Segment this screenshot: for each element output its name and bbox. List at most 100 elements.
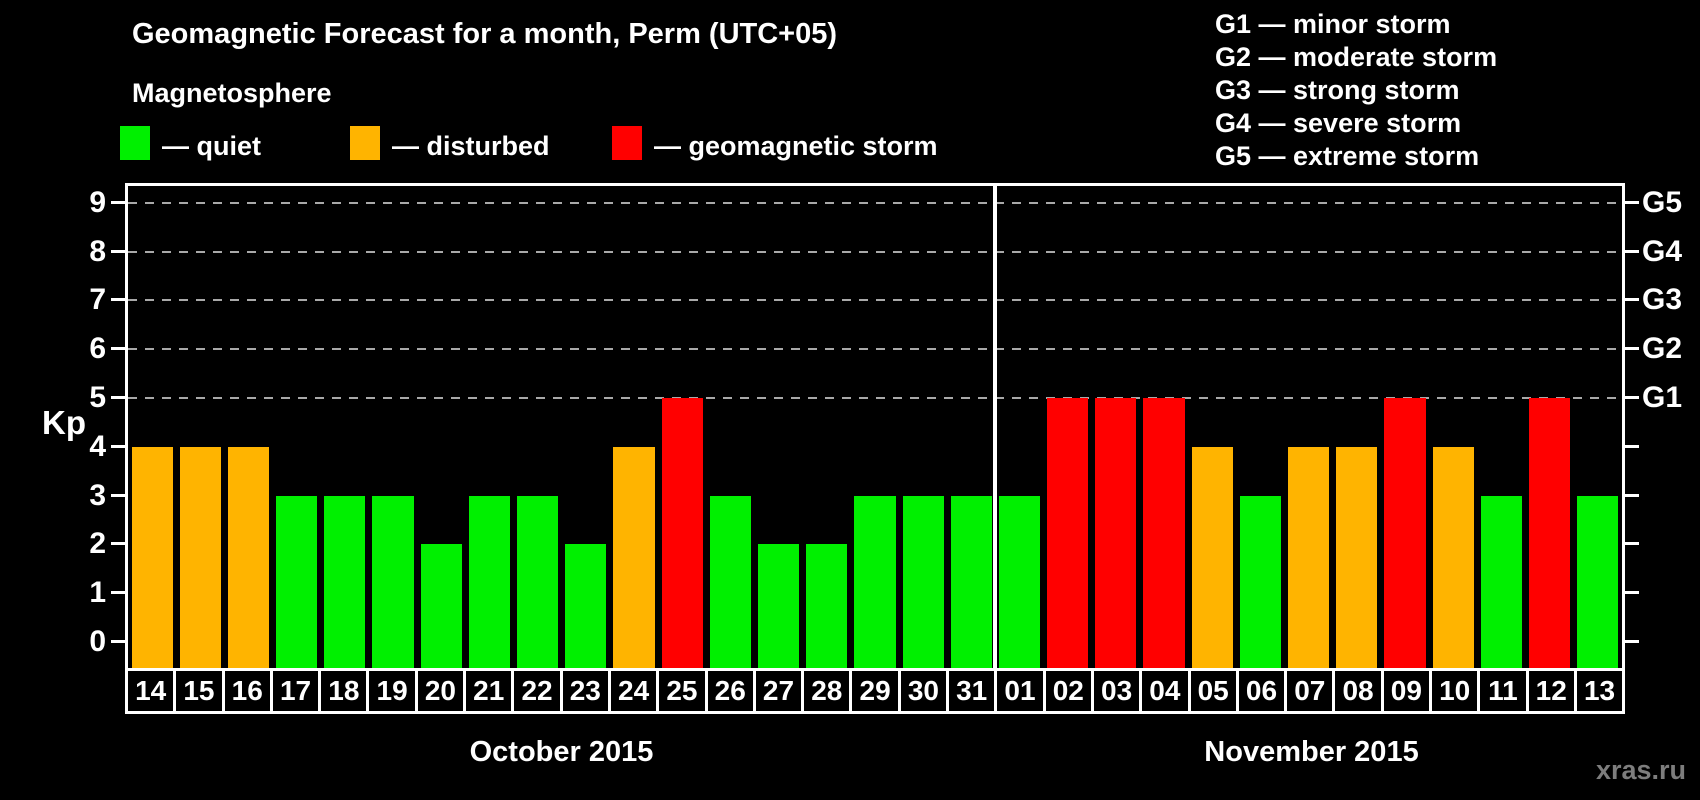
kp-bar-nov-04 xyxy=(1143,398,1185,668)
day-label-nov-01: 01 xyxy=(997,668,1046,714)
storm-color-swatch xyxy=(612,126,642,160)
month-label-october: October 2015 xyxy=(469,736,654,768)
day-label-oct-14: 14 xyxy=(125,668,177,714)
bar-slot xyxy=(465,186,513,668)
bar-slot xyxy=(1429,186,1477,668)
kp-bar-oct-27 xyxy=(757,544,800,668)
day-label-oct-23: 23 xyxy=(562,668,611,714)
bar-slot xyxy=(1236,186,1284,668)
kp-bar-oct-14 xyxy=(131,446,173,668)
y-axis-tick-7 xyxy=(111,298,125,302)
kp-bar-nov-05 xyxy=(1191,446,1233,668)
bar-slot xyxy=(658,186,706,668)
right-axis-tick-8 xyxy=(1625,249,1639,253)
kp-bar-oct-19 xyxy=(372,495,414,668)
quiet-color-swatch xyxy=(120,126,150,160)
y-axis-label-5: 5 xyxy=(89,381,106,414)
right-axis-tick-5 xyxy=(1625,396,1639,399)
y-axis-tick-4 xyxy=(111,444,125,448)
kp-bar-oct-22 xyxy=(517,495,559,668)
kp-bar-nov-03 xyxy=(1095,398,1137,668)
y-axis-tick-9 xyxy=(111,200,125,204)
day-label-nov-09: 09 xyxy=(1383,668,1433,714)
bar-slot xyxy=(803,186,851,668)
bar-slot xyxy=(706,186,754,668)
day-label-oct-29: 29 xyxy=(852,668,901,714)
day-label-nov-03: 03 xyxy=(1093,668,1143,714)
day-label-oct-16: 16 xyxy=(224,668,273,714)
kp-bar-nov-08 xyxy=(1336,446,1378,668)
gridlines-layer xyxy=(128,186,1622,668)
right-axis-tick-7 xyxy=(1625,298,1639,302)
day-label-nov-13: 13 xyxy=(1576,668,1626,714)
quiet-legend-label: — quiet xyxy=(162,131,261,161)
kp-bar-oct-20 xyxy=(420,544,462,668)
y-axis-label-4: 4 xyxy=(89,429,106,463)
month-label-november: November 2015 xyxy=(1204,736,1419,768)
kp-bar-oct-30 xyxy=(902,495,944,668)
day-label-oct-15: 15 xyxy=(176,668,225,714)
bar-slot xyxy=(1044,186,1092,668)
bar-slot xyxy=(1285,186,1333,668)
day-label-nov-10: 10 xyxy=(1432,668,1481,714)
y-axis-label-1: 1 xyxy=(89,576,106,610)
day-label-oct-28: 28 xyxy=(804,668,853,714)
kp-bar-nov-12 xyxy=(1528,398,1571,668)
day-label-oct-17: 17 xyxy=(272,668,322,714)
kp-bar-nov-01 xyxy=(998,495,1041,668)
bar-slot xyxy=(995,186,1043,668)
kp-bar-oct-24 xyxy=(613,446,655,668)
y-axis-label-9: 9 xyxy=(89,185,106,219)
day-label-oct-19: 19 xyxy=(369,668,418,714)
y-axis-label-3: 3 xyxy=(89,478,106,512)
kp-bar-oct-31 xyxy=(950,495,992,668)
day-label-oct-24: 24 xyxy=(610,668,660,714)
day-label-oct-20: 20 xyxy=(417,668,467,714)
kp-bar-oct-29 xyxy=(854,495,896,668)
y-axis-tick-6 xyxy=(111,347,125,351)
bar-slot xyxy=(369,186,417,668)
y-axis-label-2: 2 xyxy=(89,527,106,561)
day-label-oct-21: 21 xyxy=(466,668,515,714)
y-axis-tick-1 xyxy=(111,591,125,595)
g5-legend-line: G5 — extreme storm xyxy=(1215,141,1480,171)
kp-bar-oct-18 xyxy=(324,495,366,668)
right-axis-tick-9 xyxy=(1625,200,1639,204)
storm-legend-label: — geomagnetic storm xyxy=(654,131,938,161)
day-label-oct-31: 31 xyxy=(949,668,998,714)
bar-slot xyxy=(1188,186,1236,668)
day-label-nov-06: 06 xyxy=(1238,668,1288,714)
bar-slot xyxy=(1525,186,1573,668)
y-axis-tick-5 xyxy=(111,396,125,399)
day-label-nov-04: 04 xyxy=(1142,668,1191,714)
y-axis-tick-0 xyxy=(111,640,125,643)
right-axis-label-g2: G2 xyxy=(1642,332,1683,366)
kp-gridline-6 xyxy=(128,348,1622,351)
bar-slot xyxy=(321,186,369,668)
right-axis-label-g3: G3 xyxy=(1642,283,1683,317)
kp-gridline-5 xyxy=(128,397,1622,399)
bar-slot xyxy=(562,186,610,668)
y-axis-label-6: 6 xyxy=(89,332,106,366)
day-label-nov-05: 05 xyxy=(1190,668,1239,714)
kp-bar-nov-09 xyxy=(1384,398,1426,668)
page-title: Geomagnetic Forecast for a month, Perm (… xyxy=(132,18,838,50)
g4-legend-line: G4 — severe storm xyxy=(1215,108,1462,138)
bar-slot xyxy=(610,186,658,668)
disturbed-legend-label: — disturbed xyxy=(392,131,550,161)
kp-bar-nov-02 xyxy=(1047,398,1089,668)
g1-legend-line: G1 — minor storm xyxy=(1215,9,1451,39)
right-axis-label-g1: G1 xyxy=(1642,381,1683,414)
disturbed-color-swatch xyxy=(350,126,380,160)
bar-slot xyxy=(176,186,224,668)
day-label-oct-30: 30 xyxy=(900,668,950,714)
g2-legend-line: G2 — moderate storm xyxy=(1215,42,1498,72)
day-label-oct-22: 22 xyxy=(514,668,563,714)
bar-slot xyxy=(1574,186,1622,668)
kp-bar-oct-17 xyxy=(276,495,318,668)
bar-slot xyxy=(1140,186,1188,668)
day-label-nov-08: 08 xyxy=(1335,668,1384,714)
kp-bar-oct-26 xyxy=(709,495,751,668)
bar-slot xyxy=(224,186,272,668)
day-label-nov-12: 12 xyxy=(1528,668,1577,714)
